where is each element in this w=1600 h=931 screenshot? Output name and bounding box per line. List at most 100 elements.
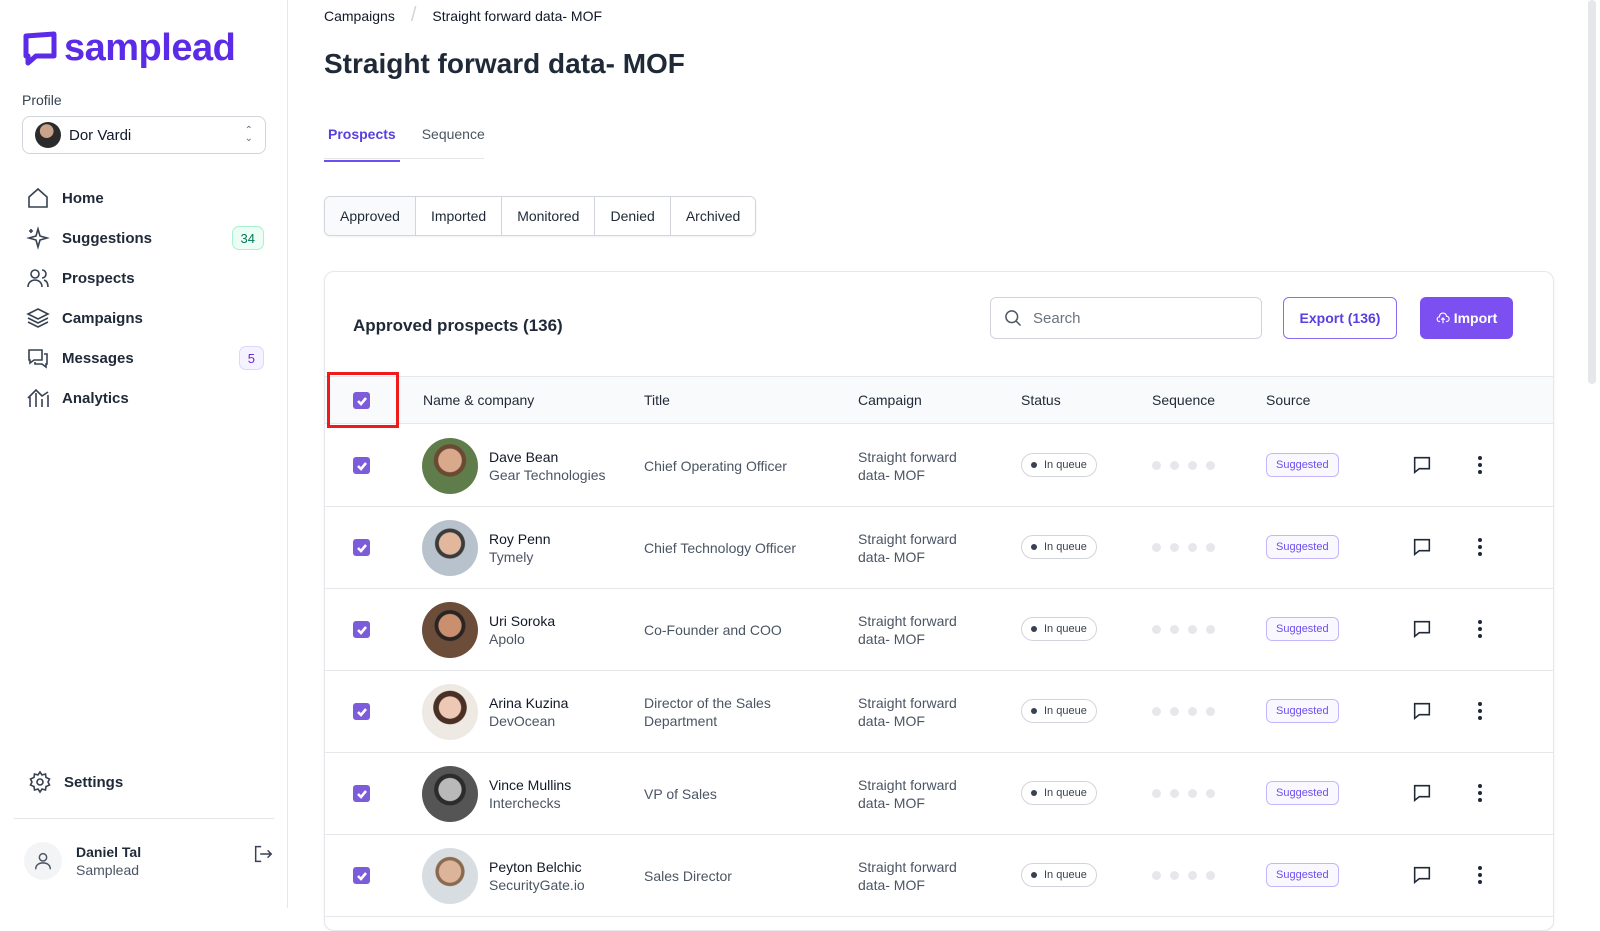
header-title[interactable]: Title <box>644 392 670 408</box>
logout-icon <box>254 845 273 863</box>
sidebar-item-label: Campaigns <box>62 309 143 327</box>
row-checkbox[interactable] <box>353 621 370 638</box>
status-dot-icon <box>1031 626 1037 632</box>
sidebar-item-label: Home <box>62 189 104 207</box>
prospect-name[interactable]: Uri Soroka <box>489 612 556 629</box>
import-label: Import <box>1453 310 1498 326</box>
prospect-campaign: Straight forward data- MOF <box>858 694 957 729</box>
sequence-step-dot <box>1206 789 1215 798</box>
more-dots-icon <box>1478 880 1482 884</box>
sidebar-item-home[interactable]: Home <box>24 178 264 218</box>
prospect-name[interactable]: Arina Kuzina <box>489 694 569 711</box>
message-button[interactable] <box>1411 700 1433 722</box>
filter-archived[interactable]: Archived <box>670 197 756 235</box>
row-checkbox[interactable] <box>353 867 370 884</box>
more-options-button[interactable] <box>1470 864 1490 886</box>
suggestions-count-badge: 34 <box>231 226 264 250</box>
table-row[interactable]: Uri Soroka Apolo Co-Founder and COO Stra… <box>325 588 1553 671</box>
prospect-title: Chief Operating Officer <box>644 457 787 474</box>
sidebar-item-label: Suggestions <box>62 229 153 247</box>
search-input[interactable] <box>1033 309 1233 327</box>
prospect-campaign: Straight forward data- MOF <box>858 612 957 647</box>
message-button[interactable] <box>1411 782 1433 804</box>
filter-imported[interactable]: Imported <box>415 197 503 235</box>
check-icon <box>356 789 367 799</box>
header-source[interactable]: Source <box>1266 392 1311 408</box>
sequence-progress <box>1152 625 1215 634</box>
sequence-step-dot <box>1152 789 1161 798</box>
header-campaign[interactable]: Campaign <box>858 392 922 408</box>
sidebar-nav: Home Suggestions 34 Prospects Campaigns … <box>24 178 264 418</box>
sidebar-item-settings[interactable]: Settings <box>26 762 123 802</box>
row-checkbox[interactable] <box>353 785 370 802</box>
more-dots-icon <box>1478 545 1482 549</box>
row-checkbox[interactable] <box>353 457 370 474</box>
breadcrumb-separator: / <box>410 4 417 26</box>
chat-bubble-icon <box>1413 620 1431 638</box>
status-label: In queue <box>1044 459 1087 471</box>
sidebar-item-campaigns[interactable]: Campaigns <box>24 298 264 338</box>
tabs-underline <box>324 158 484 159</box>
row-checkbox[interactable] <box>353 703 370 720</box>
sequence-step-dot <box>1188 871 1197 880</box>
more-options-button[interactable] <box>1470 700 1490 722</box>
main-content: Campaigns / Straight forward data- MOF S… <box>288 0 1600 931</box>
more-dots-icon <box>1478 538 1482 542</box>
sidebar-item-analytics[interactable]: Analytics <box>24 378 264 418</box>
message-button[interactable] <box>1411 864 1433 886</box>
table-row[interactable]: Vince Mullins Interchecks VP of Sales St… <box>325 752 1553 835</box>
message-button[interactable] <box>1411 618 1433 640</box>
table-row[interactable]: Arina Kuzina DevOcean Director of the Sa… <box>325 670 1553 753</box>
filter-monitored[interactable]: Monitored <box>502 197 596 235</box>
status-dot-icon <box>1031 462 1037 468</box>
header-name-company[interactable]: Name & company <box>423 392 535 408</box>
sequence-step-dot <box>1152 461 1161 470</box>
prospect-name[interactable]: Peyton Belchic <box>489 858 582 875</box>
sidebar-item-messages[interactable]: Messages 5 <box>24 338 264 378</box>
scrollbar[interactable] <box>1588 0 1596 384</box>
more-options-button[interactable] <box>1470 536 1490 558</box>
user-org: Samplead <box>76 862 140 878</box>
avatar <box>422 684 478 740</box>
sequence-step-dot <box>1206 871 1215 880</box>
message-button[interactable] <box>1411 536 1433 558</box>
filter-approved[interactable]: Approved <box>325 197 416 235</box>
table-row[interactable]: Roy Penn Tymely Chief Technology Officer… <box>325 506 1553 589</box>
prospect-name[interactable]: Roy Penn <box>489 530 551 547</box>
prospect-name[interactable]: Dave Bean <box>489 448 559 465</box>
users-icon <box>27 269 49 288</box>
profile-select[interactable]: Dor Vardi ⌃ ⌄ <box>22 116 266 154</box>
table-row[interactable]: Peyton Belchic SecurityGate.io Sales Dir… <box>325 834 1553 917</box>
more-dots-icon <box>1478 552 1482 556</box>
sidebar-item-prospects[interactable]: Prospects <box>24 258 264 298</box>
export-button[interactable]: Export (136) <box>1283 297 1397 339</box>
prospect-name[interactable]: Vince Mullins <box>489 776 572 793</box>
status-label: In queue <box>1044 705 1087 717</box>
chevron-up-down-icon: ⌃ ⌄ <box>244 125 253 144</box>
sidebar-item-label: Messages <box>62 349 134 367</box>
breadcrumb-campaigns-link[interactable]: Campaigns <box>324 7 395 24</box>
tab-sequence[interactable]: Sequence <box>421 126 485 142</box>
row-checkbox[interactable] <box>353 539 370 556</box>
header-status[interactable]: Status <box>1021 392 1061 408</box>
status-dot-icon <box>1031 544 1037 550</box>
select-all-checkbox[interactable] <box>353 392 370 409</box>
source-badge: Suggested <box>1266 781 1339 805</box>
gear-icon <box>29 770 51 794</box>
message-button[interactable] <box>1411 454 1433 476</box>
more-options-button[interactable] <box>1470 782 1490 804</box>
sidebar-item-suggestions[interactable]: Suggestions 34 <box>24 218 264 258</box>
header-sequence[interactable]: Sequence <box>1152 392 1216 408</box>
avatar <box>35 122 61 148</box>
messages-count-badge: 5 <box>238 346 264 370</box>
table-row[interactable]: Dave Bean Gear Technologies Chief Operat… <box>325 424 1553 507</box>
logout-button[interactable] <box>252 845 274 870</box>
more-options-button[interactable] <box>1470 454 1490 476</box>
import-button[interactable]: Import <box>1420 297 1513 339</box>
tab-prospects[interactable]: Prospects <box>324 120 400 162</box>
samplead-logo[interactable]: samplead <box>22 29 236 67</box>
status-badge: In queue <box>1021 863 1097 887</box>
more-options-button[interactable] <box>1470 618 1490 640</box>
filter-denied[interactable]: Denied <box>595 197 671 235</box>
sequence-step-dot <box>1188 543 1197 552</box>
